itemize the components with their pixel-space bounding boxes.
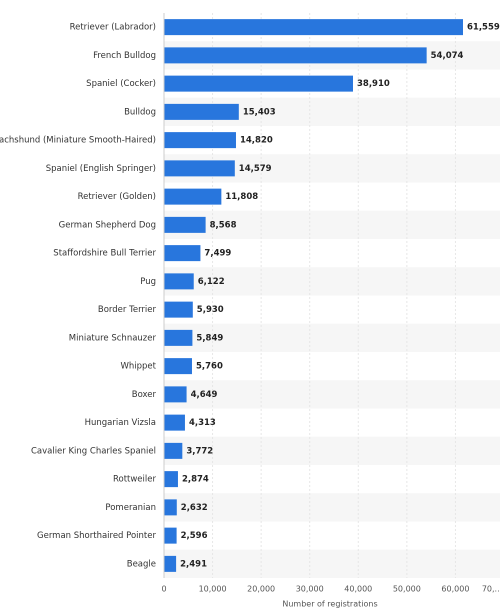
row-stripe (164, 323, 500, 352)
y-tick-label: Whippet (120, 362, 156, 372)
value-label: 11,808 (225, 192, 258, 202)
y-tick-label: Miniature Schnauzer (69, 333, 157, 343)
y-tick-label: Boxer (132, 390, 157, 400)
x-tick-label: 60,000 (441, 585, 469, 594)
y-tick-label: Border Terrier (98, 305, 157, 315)
bar (164, 273, 194, 290)
bar (164, 188, 222, 205)
x-tick-label: 30,000 (296, 585, 324, 594)
value-label: 38,910 (357, 79, 390, 89)
y-tick-label: Rottweiler (113, 475, 157, 485)
row-stripe (164, 549, 500, 578)
x-tick-label: 0 (161, 585, 166, 594)
value-label: 8,568 (210, 220, 237, 230)
y-tick-label: Spaniel (English Springer) (46, 164, 156, 174)
x-tick-label: 50,000 (393, 585, 421, 594)
bar (164, 103, 239, 120)
y-tick-label: Retriever (Golden) (78, 192, 156, 202)
bar (164, 329, 193, 346)
value-label: 4,649 (191, 390, 218, 400)
value-label: 4,313 (189, 418, 216, 428)
y-tick-label: Retriever (Labrador) (70, 23, 156, 33)
y-tick-label: French Bulldog (93, 51, 156, 61)
row-stripe (164, 380, 500, 409)
bar (164, 499, 177, 516)
y-tick-label: Beagle (127, 559, 156, 569)
x-tick-label: 40,000 (344, 585, 372, 594)
y-tick-label: Staffordshire Bull Terrier (53, 249, 156, 259)
bar (164, 160, 235, 177)
value-label: 14,579 (239, 164, 272, 174)
bar (164, 75, 353, 92)
value-label: 61,559 (467, 23, 500, 33)
row-stripe (164, 210, 500, 239)
value-label: 2,491 (180, 559, 207, 569)
x-tick-label: 20,000 (247, 585, 275, 594)
value-label: 2,874 (182, 475, 209, 485)
bar (164, 471, 178, 488)
value-label: 2,596 (181, 531, 208, 541)
value-label: 5,930 (197, 305, 224, 315)
value-label: 7,499 (204, 249, 231, 259)
row-stripe (164, 267, 500, 296)
y-tick-label: Pomeranian (105, 503, 156, 513)
row-stripe (164, 493, 500, 522)
y-tick-label: German Shepherd Dog (59, 220, 156, 230)
bar (164, 527, 177, 544)
y-tick-label: Dachshund (Miniature Smooth-Haired) (0, 136, 156, 146)
value-label: 54,074 (431, 51, 464, 61)
bar (164, 442, 183, 459)
y-tick-label: Pug (140, 277, 156, 287)
bar (164, 358, 192, 375)
row-stripe (164, 436, 500, 465)
y-tick-label: Spaniel (Cocker) (86, 79, 156, 89)
y-tick-label: Bulldog (124, 107, 156, 117)
bar (164, 216, 206, 233)
bar (164, 19, 464, 36)
value-label: 15,403 (243, 107, 276, 117)
y-tick-label: Hungarian Vizsla (85, 418, 156, 428)
value-label: 14,820 (240, 136, 273, 146)
value-label: 3,772 (186, 446, 213, 456)
bar (164, 47, 427, 64)
value-label: 2,632 (181, 503, 208, 513)
bar (164, 132, 236, 149)
y-tick-label: German Shorthaired Pointer (37, 531, 156, 541)
value-label: 6,122 (198, 277, 225, 287)
x-tick-label: 70,... (482, 585, 500, 594)
bar (164, 414, 185, 431)
x-axis-label: Number of registrations (282, 600, 377, 609)
bar (164, 301, 193, 318)
bar (164, 555, 177, 572)
bar (164, 245, 201, 262)
x-tick-label: 10,000 (199, 585, 227, 594)
value-label: 5,760 (196, 362, 223, 372)
value-label: 5,849 (196, 333, 223, 343)
bar (164, 386, 187, 403)
y-tick-label: Cavalier King Charles Spaniel (31, 446, 156, 456)
